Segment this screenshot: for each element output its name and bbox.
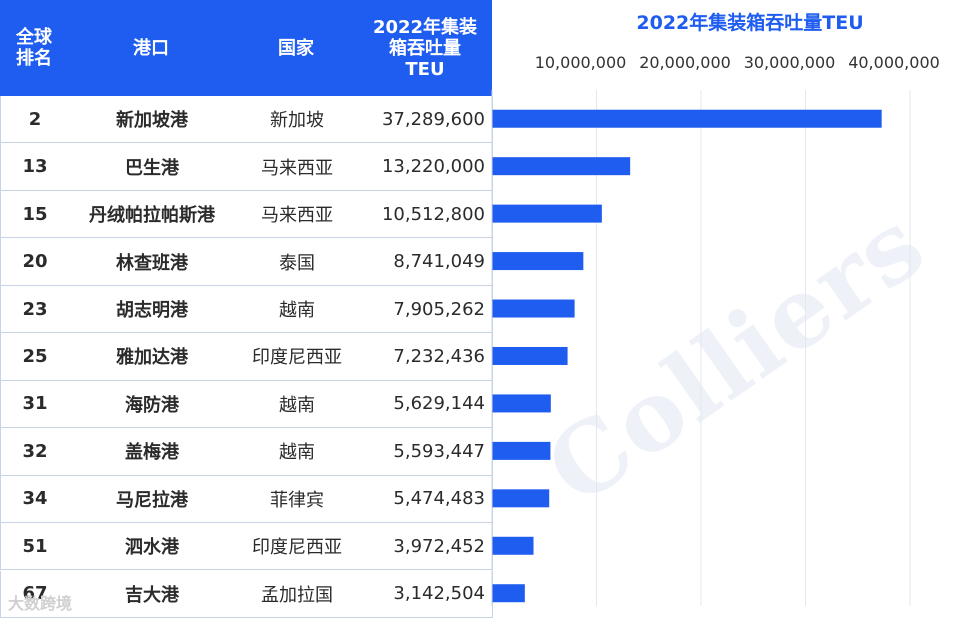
country-cell: 越南: [279, 300, 315, 322]
table-row: 25 雅加达港 印度尼西亚 7,232,436: [0, 333, 493, 381]
teu-cell: 7,905,262: [393, 298, 485, 320]
teu-cell: 3,972,452: [393, 535, 485, 557]
rank-cell: 51: [22, 535, 48, 557]
footer-watermark: 大数跨境: [8, 594, 73, 613]
teu-cell: 5,629,144: [393, 393, 485, 415]
country-cell: 马来西亚: [261, 157, 333, 179]
country-cell: 孟加拉国: [261, 584, 333, 606]
port-cell: 胡志明港: [116, 300, 188, 322]
port-cell: 泗水港: [125, 537, 179, 559]
bar: [492, 109, 882, 128]
teu-cell: 8,741,049: [393, 251, 485, 273]
header-port: 港口: [133, 37, 169, 59]
country-cell: 印度尼西亚: [252, 347, 342, 369]
port-cell: 盖梅港: [125, 442, 179, 464]
teu-cell: 7,232,436: [393, 345, 485, 367]
table-row: 15 丹绒帕拉帕斯港 马来西亚 10,512,800: [0, 190, 493, 239]
teu-cell: 3,142,504: [393, 583, 485, 605]
chart-title: 2022年集装箱吞吐量TEU: [636, 12, 864, 34]
bar: [492, 489, 550, 508]
bar: [492, 394, 551, 413]
table-row: 32 盖梅港 越南 5,593,447: [0, 428, 493, 476]
x-tick-label: 10,000,000: [535, 53, 627, 72]
port-cell: 丹绒帕拉帕斯港: [89, 205, 215, 227]
x-tick-label: 20,000,000: [639, 53, 731, 72]
port-cell: 新加坡港: [116, 110, 188, 132]
rank-cell: 67: [22, 583, 48, 605]
country-cell: 菲律宾: [270, 489, 324, 511]
bar: [492, 157, 631, 176]
country-cell: 印度尼西亚: [252, 537, 342, 559]
x-tick-label: 30,000,000: [744, 53, 836, 72]
country-cell: 马来西亚: [261, 205, 333, 227]
table-header: 全球 排名 港口 国家 2022年集装 箱吞吐量 TEU: [0, 0, 492, 96]
port-ranking-table: 全球 排名 港口 国家 2022年集装 箱吞吐量 TEU 2 新加坡港 新加坡 37,…: [0, 0, 493, 618]
bar: [492, 204, 602, 223]
teu-cell: 5,474,483: [393, 488, 485, 510]
rank-cell: 13: [22, 156, 48, 178]
rank-cell: 31: [22, 393, 48, 415]
header-country: 国家: [278, 37, 314, 59]
rank-cell: 2: [28, 108, 42, 130]
teu-cell: 13,220,000: [381, 156, 485, 178]
table-row: 2 新加坡港 新加坡 37,289,600: [0, 96, 493, 144]
rank-cell: 25: [22, 345, 48, 367]
table-row: 34 马尼拉港 菲律宾 5,474,483: [0, 475, 493, 524]
bar: [492, 346, 568, 365]
rank-cell: 23: [22, 298, 48, 320]
table-row: 23 胡志明港 越南 7,905,262: [0, 285, 493, 334]
bar: [492, 441, 551, 460]
port-cell: 雅加达港: [116, 347, 188, 369]
table-row: 31 海防港 越南 5,629,144: [0, 380, 493, 429]
port-cell: 林查班港: [116, 252, 188, 274]
header-teu: 2022年集装 箱吞吐量 TEU: [372, 16, 478, 80]
teu-cell: 5,593,447: [393, 440, 485, 462]
header-rank: 全球 排名: [16, 27, 52, 69]
rank-cell: 34: [22, 488, 48, 510]
teu-cell: 10,512,800: [381, 203, 485, 225]
table-row: 67 吉大港 孟加拉国 3,142,504: [0, 570, 493, 618]
port-cell: 海防港: [125, 394, 179, 416]
country-cell: 泰国: [279, 252, 315, 274]
rank-cell: 32: [22, 440, 48, 462]
port-cell: 巴生港: [125, 157, 179, 179]
bar: [492, 252, 584, 271]
country-cell: 越南: [279, 442, 315, 464]
rank-cell: 20: [22, 251, 48, 273]
table-row: 51 泗水港 印度尼西亚 3,972,452: [0, 523, 493, 571]
bar: [492, 299, 575, 318]
port-cell: 吉大港: [125, 584, 179, 606]
bar: [492, 536, 534, 555]
bar: [492, 584, 525, 603]
port-cell: 马尼拉港: [116, 489, 188, 511]
x-tick-label: 40,000,000: [848, 53, 940, 72]
country-cell: 越南: [279, 394, 315, 416]
rank-cell: 15: [22, 203, 48, 225]
country-cell: 新加坡: [270, 110, 324, 132]
teu-cell: 37,289,600: [381, 108, 485, 130]
table-row: 13 巴生港 马来西亚 13,220,000: [0, 143, 493, 191]
